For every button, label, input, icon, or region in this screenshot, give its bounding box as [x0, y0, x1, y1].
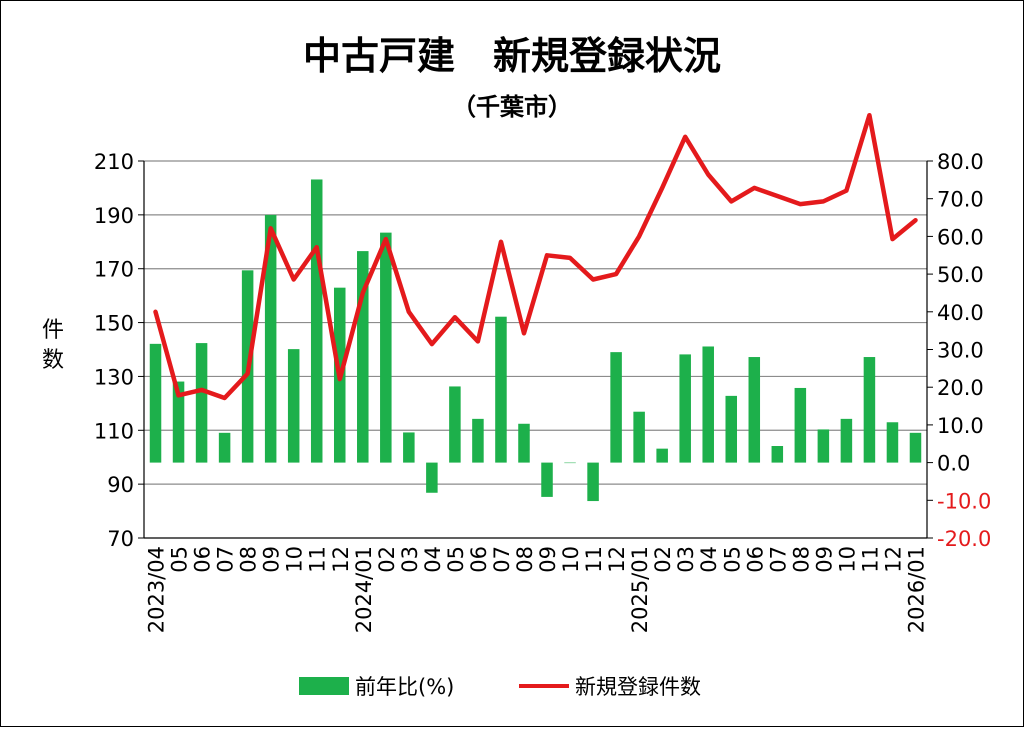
bar: [910, 433, 922, 463]
x-tick-label: 07: [214, 546, 238, 573]
bar: [495, 317, 507, 463]
x-tick-label: 09: [536, 546, 560, 573]
x-tick-label: 12: [329, 546, 353, 573]
x-tick-label: 05: [444, 546, 468, 573]
bar: [219, 433, 231, 463]
bar: [841, 419, 853, 463]
y2-tick-label: -10.0: [937, 489, 991, 513]
bar: [311, 179, 323, 462]
x-tick-label: 2023/04: [145, 546, 169, 633]
legend-line-label: 新規登録件数: [575, 675, 701, 699]
x-tick-label: 08: [237, 546, 261, 573]
y2-tick-label: -20.0: [937, 527, 991, 551]
bar: [564, 463, 576, 464]
bar: [864, 357, 876, 463]
y2-tick-label: 50.0: [937, 263, 984, 287]
bar: [403, 432, 415, 462]
y2-tick-label: 60.0: [937, 225, 984, 249]
y-tick-label: 110: [94, 419, 134, 443]
y2-tick-label: 10.0: [937, 414, 984, 438]
bar: [610, 352, 622, 462]
x-tick-label: 09: [260, 546, 284, 573]
y2-tick-label: 20.0: [937, 376, 984, 400]
bar: [150, 344, 162, 463]
bar: [887, 422, 899, 462]
y2-tick-label: 30.0: [937, 339, 984, 363]
x-tick-label: 2025/01: [628, 546, 652, 633]
y2-tick-label: 0.0: [937, 452, 970, 476]
y-axis-label-char: 件: [42, 318, 64, 343]
bar: [818, 429, 830, 462]
x-tick-label: 07: [766, 546, 790, 573]
bar: [772, 446, 784, 463]
chart-title: 中古戸建 新規登録状況: [303, 34, 721, 78]
x-tick-label: 11: [582, 546, 606, 573]
bar: [518, 424, 530, 463]
x-tick-label: 09: [812, 546, 836, 573]
y2-tick-label: 70.0: [937, 188, 984, 212]
bar: [288, 349, 300, 462]
x-tick-label: 10: [835, 546, 859, 573]
bar-series: [150, 179, 921, 501]
x-tick-label: 2026/01: [904, 546, 928, 633]
x-tick-label: 03: [674, 546, 698, 573]
legend-bar-swatch: [299, 677, 349, 695]
bar: [380, 233, 392, 463]
x-tick-label: 12: [605, 546, 629, 573]
x-tick-label: 06: [191, 546, 215, 573]
legend: 前年比(%) 新規登録件数: [299, 675, 701, 699]
x-tick-label: 02: [651, 546, 675, 573]
x-tick-label: 05: [168, 546, 192, 573]
bar: [725, 396, 737, 463]
bar: [541, 463, 553, 497]
x-tick-label: 07: [490, 546, 514, 573]
y-tick-label: 90: [107, 473, 134, 497]
x-tick-label: 04: [697, 546, 721, 573]
y2-tick-label: 80.0: [937, 150, 984, 174]
x-tick-label: 03: [398, 546, 422, 573]
y-tick-label: 130: [94, 365, 134, 389]
x-tick-label: 11: [858, 546, 882, 573]
bar: [449, 386, 461, 462]
x-tick-label: 12: [881, 546, 905, 573]
y-tick-label: 210: [94, 150, 134, 174]
x-tick-label: 11: [306, 546, 330, 573]
x-tick-label: 10: [283, 546, 307, 573]
y-axis-label: 件数: [42, 318, 64, 373]
x-tick-label: 06: [467, 546, 491, 573]
y-tick-label: 150: [94, 312, 134, 336]
x-tick-label: 05: [720, 546, 744, 573]
bar: [795, 388, 807, 463]
bar: [702, 346, 714, 462]
y-tick-label: 190: [94, 204, 134, 228]
x-tick-label: 08: [789, 546, 813, 573]
x-tick-label: 10: [559, 546, 583, 573]
x-tick-label: 2024/01: [352, 546, 376, 633]
x-tick-label: 04: [421, 546, 445, 573]
y2-tick-label: 40.0: [937, 301, 984, 325]
bar: [472, 419, 484, 463]
x-tick-label: 02: [375, 546, 399, 573]
gridlines: [144, 161, 927, 484]
bar: [749, 357, 761, 463]
legend-bar-label: 前年比(%): [355, 675, 454, 699]
y-tick-label: 170: [94, 258, 134, 282]
x-tick-label: 08: [513, 546, 537, 573]
bar: [587, 463, 599, 501]
bar: [633, 412, 645, 463]
bar: [656, 449, 668, 463]
bar: [426, 463, 438, 493]
bar: [196, 343, 208, 463]
bar: [679, 354, 691, 462]
y-tick-label: 70: [107, 527, 134, 551]
y-axis-label-char: 数: [42, 348, 64, 373]
chart-subtitle: （千葉市）: [452, 93, 572, 121]
x-tick-label: 06: [743, 546, 767, 573]
